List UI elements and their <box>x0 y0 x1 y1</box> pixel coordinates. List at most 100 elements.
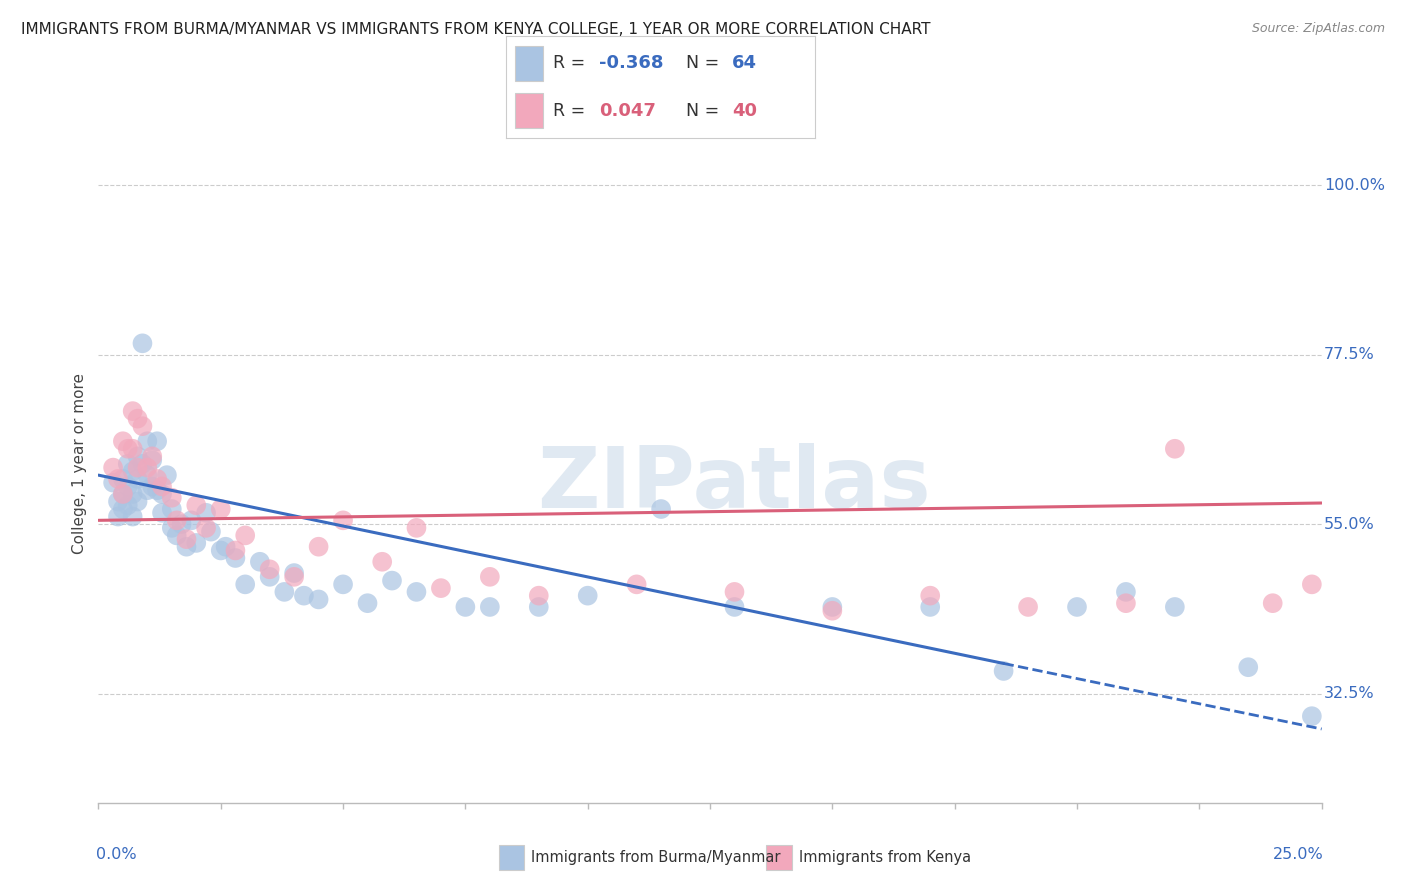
Point <box>308 540 330 554</box>
Point <box>127 472 149 486</box>
Point <box>195 521 218 535</box>
Point <box>111 434 134 449</box>
Bar <box>516 93 543 128</box>
Point <box>273 585 295 599</box>
Point <box>121 509 143 524</box>
Point <box>150 506 173 520</box>
Point <box>1164 599 1187 614</box>
Point <box>160 491 183 505</box>
Point <box>527 599 550 614</box>
Point <box>1237 660 1260 674</box>
Point <box>626 577 648 591</box>
Point <box>127 411 149 425</box>
Point <box>430 581 453 595</box>
Point <box>107 494 129 508</box>
Text: 55.0%: 55.0% <box>1324 516 1375 532</box>
Point <box>214 540 236 554</box>
Point <box>527 589 550 603</box>
Text: 40: 40 <box>733 102 756 120</box>
Point <box>308 592 330 607</box>
Point <box>101 475 124 490</box>
Text: Source: ZipAtlas.com: Source: ZipAtlas.com <box>1251 22 1385 36</box>
Point <box>121 464 143 478</box>
Point <box>478 599 501 614</box>
Point <box>1115 585 1137 599</box>
Point <box>920 589 942 603</box>
Point <box>136 483 159 498</box>
Text: 25.0%: 25.0% <box>1274 847 1324 862</box>
Point <box>723 599 745 614</box>
Point <box>405 585 427 599</box>
Point <box>920 599 942 614</box>
Point <box>233 577 256 591</box>
Point <box>107 472 129 486</box>
Point <box>224 543 246 558</box>
Point <box>117 479 139 493</box>
Text: IMMIGRANTS FROM BURMA/MYANMAR VS IMMIGRANTS FROM KENYA COLLEGE, 1 YEAR OR MORE C: IMMIGRANTS FROM BURMA/MYANMAR VS IMMIGRA… <box>21 22 931 37</box>
Point <box>146 434 169 449</box>
Point <box>150 487 173 501</box>
Point <box>111 487 134 501</box>
Point <box>136 460 159 475</box>
Text: 32.5%: 32.5% <box>1324 686 1375 701</box>
Point <box>1066 599 1088 614</box>
Point <box>259 562 281 576</box>
Point <box>160 502 183 516</box>
Point <box>200 524 222 539</box>
Bar <box>516 45 543 81</box>
Point <box>283 566 305 580</box>
Point <box>1017 599 1039 614</box>
Point <box>723 585 745 599</box>
Point <box>249 555 271 569</box>
Y-axis label: College, 1 year or more: College, 1 year or more <box>72 374 87 554</box>
Point <box>1301 709 1323 723</box>
Point <box>121 487 143 501</box>
Point <box>117 498 139 512</box>
Point <box>111 472 134 486</box>
Text: Immigrants from Burma/Myanmar: Immigrants from Burma/Myanmar <box>531 850 780 864</box>
Point <box>141 450 163 464</box>
Point <box>259 570 281 584</box>
Point <box>117 442 139 456</box>
Point <box>111 502 134 516</box>
Point <box>166 528 188 542</box>
Point <box>117 457 139 471</box>
Point <box>1115 596 1137 610</box>
Text: R =: R = <box>553 102 591 120</box>
Point <box>405 521 427 535</box>
Point <box>195 506 218 520</box>
Point <box>454 599 477 614</box>
Text: N =: N = <box>686 102 724 120</box>
Point <box>111 487 134 501</box>
Point <box>1164 442 1187 456</box>
Point <box>180 513 202 527</box>
Text: 77.5%: 77.5% <box>1324 347 1375 362</box>
Point <box>146 483 169 498</box>
Point <box>283 570 305 584</box>
Point <box>1261 596 1284 610</box>
Point <box>821 599 844 614</box>
Point <box>107 509 129 524</box>
Point <box>1301 577 1323 591</box>
Point <box>993 664 1015 678</box>
Text: R =: R = <box>553 54 591 72</box>
Point <box>186 498 208 512</box>
Point <box>146 472 169 486</box>
Text: 0.0%: 0.0% <box>96 847 136 862</box>
Point <box>127 450 149 464</box>
Point <box>131 336 153 351</box>
Point <box>186 536 208 550</box>
Point <box>176 540 198 554</box>
Point <box>131 457 153 471</box>
Point <box>381 574 404 588</box>
Point <box>209 543 232 558</box>
Text: 64: 64 <box>733 54 756 72</box>
Point <box>650 502 672 516</box>
Point <box>170 517 193 532</box>
Point <box>332 513 354 527</box>
Text: N =: N = <box>686 54 724 72</box>
Text: Immigrants from Kenya: Immigrants from Kenya <box>799 850 970 864</box>
Point <box>156 468 179 483</box>
Point <box>127 460 149 475</box>
Text: 0.047: 0.047 <box>599 102 655 120</box>
